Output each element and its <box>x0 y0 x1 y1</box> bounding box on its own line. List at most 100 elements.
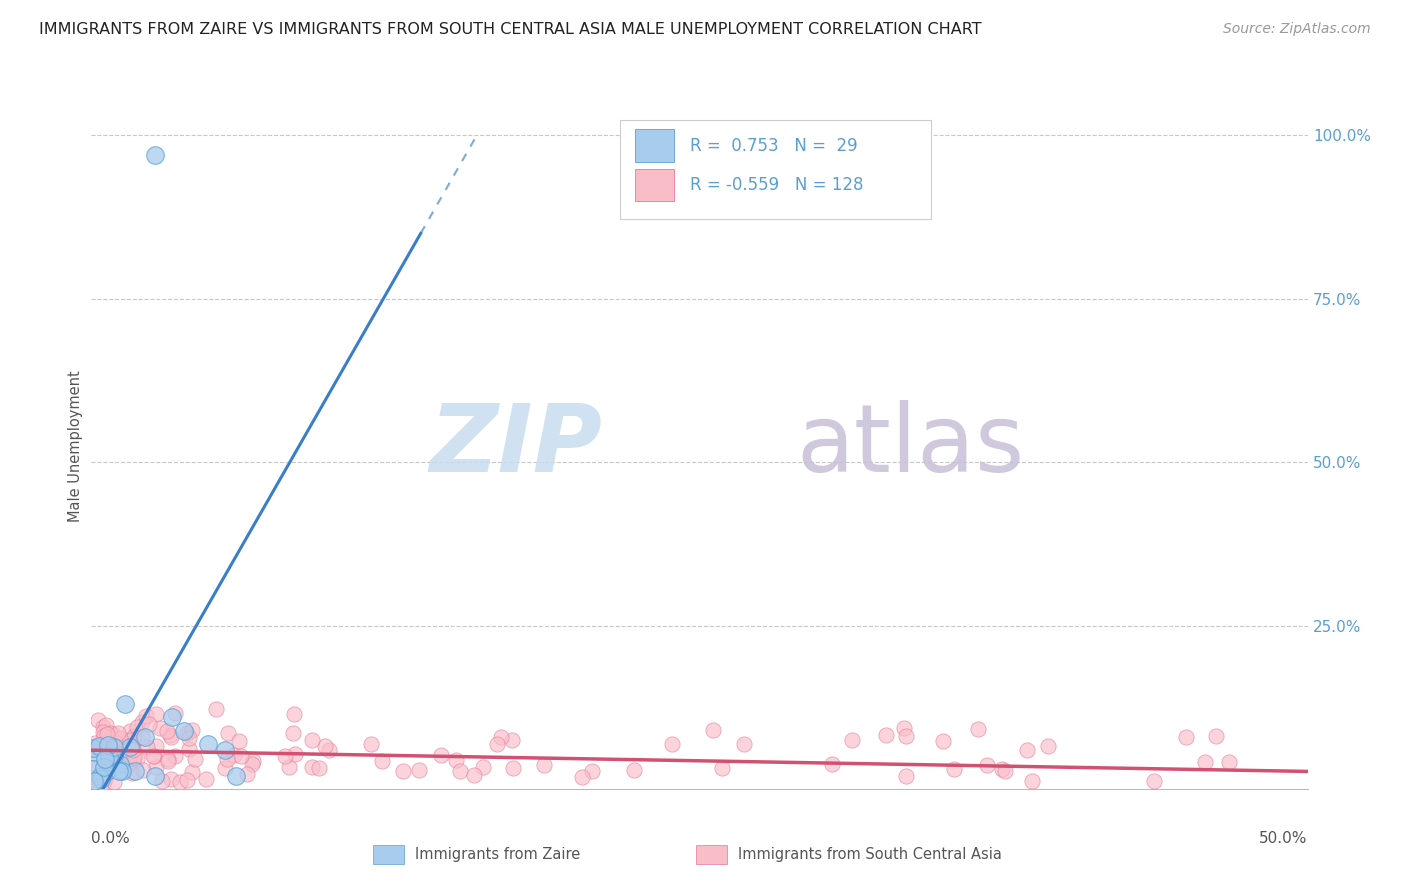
Point <box>122 750 145 764</box>
Point <box>165 748 187 763</box>
Point <box>711 761 734 775</box>
Point <box>134 730 156 744</box>
Text: 0.0%: 0.0% <box>91 830 131 846</box>
Point <box>115 759 138 773</box>
Point <box>875 728 897 742</box>
Point <box>160 710 183 724</box>
Point <box>145 760 167 774</box>
Point <box>103 775 125 789</box>
Point <box>131 715 153 730</box>
Point <box>138 717 160 731</box>
Point <box>94 752 117 766</box>
Point <box>86 760 108 774</box>
Point <box>120 740 142 755</box>
Point <box>236 767 259 781</box>
Point <box>93 729 115 743</box>
Point <box>360 737 382 751</box>
Point <box>176 725 198 739</box>
Point <box>449 764 471 779</box>
Point <box>463 768 485 782</box>
Point <box>135 740 157 755</box>
Point <box>91 720 114 734</box>
Point <box>91 776 114 790</box>
Text: Immigrants from Zaire: Immigrants from Zaire <box>415 847 581 862</box>
Point <box>127 720 149 734</box>
Point <box>108 731 131 746</box>
Point <box>181 723 204 738</box>
Point <box>90 769 112 783</box>
Point <box>173 723 195 738</box>
Point <box>430 748 453 763</box>
Point <box>314 739 336 754</box>
Point <box>990 762 1012 776</box>
Point <box>165 706 187 720</box>
Text: 50.0%: 50.0% <box>1260 830 1308 846</box>
Point <box>1205 729 1227 743</box>
Point <box>501 733 523 747</box>
Point <box>408 763 430 777</box>
Point <box>661 737 683 751</box>
Point <box>821 756 844 771</box>
Text: Immigrants from South Central Asia: Immigrants from South Central Asia <box>738 847 1002 862</box>
Point <box>623 763 645 777</box>
Point <box>93 734 115 748</box>
Point <box>370 754 392 768</box>
Point <box>107 764 129 779</box>
Point <box>101 727 124 741</box>
Point <box>155 723 177 738</box>
Point <box>150 774 173 789</box>
Text: R = -0.559   N = 128: R = -0.559 N = 128 <box>690 176 863 194</box>
Y-axis label: Male Unemployment: Male Unemployment <box>67 370 83 522</box>
Point <box>83 772 105 787</box>
Point <box>391 764 413 779</box>
Point <box>733 737 755 751</box>
Text: atlas: atlas <box>797 400 1025 492</box>
Point <box>143 148 166 162</box>
Point <box>125 751 148 765</box>
Point <box>533 757 555 772</box>
Point <box>83 774 105 789</box>
Point <box>82 741 104 756</box>
Point <box>225 768 247 782</box>
Point <box>114 698 136 712</box>
Point <box>485 737 508 751</box>
Point <box>214 743 236 757</box>
Point <box>894 769 917 783</box>
Point <box>218 726 240 740</box>
Point <box>145 706 167 721</box>
Point <box>118 723 141 738</box>
Point <box>110 748 132 763</box>
Point <box>176 773 198 788</box>
FancyBboxPatch shape <box>620 120 931 219</box>
Point <box>83 774 105 789</box>
Point <box>197 737 219 751</box>
Point <box>90 767 112 781</box>
Point <box>141 749 163 764</box>
Point <box>1143 773 1166 788</box>
Point <box>278 760 301 774</box>
Point <box>98 725 121 739</box>
Point <box>149 721 172 735</box>
Point <box>96 727 118 741</box>
Text: IMMIGRANTS FROM ZAIRE VS IMMIGRANTS FROM SOUTH CENTRAL ASIA MALE UNEMPLOYMENT CO: IMMIGRANTS FROM ZAIRE VS IMMIGRANTS FROM… <box>39 22 981 37</box>
Point <box>157 752 180 766</box>
Point <box>1175 730 1198 744</box>
Point <box>90 772 112 786</box>
Point <box>308 761 330 775</box>
Point <box>215 751 238 765</box>
Point <box>159 728 181 742</box>
Point <box>103 733 125 747</box>
Point <box>89 770 111 784</box>
Point <box>142 749 165 764</box>
Point <box>91 724 114 739</box>
Point <box>571 770 593 784</box>
Point <box>83 743 105 757</box>
Point <box>135 709 157 723</box>
Point <box>179 741 201 756</box>
Point <box>94 772 117 786</box>
Point <box>967 722 990 736</box>
Point <box>96 717 118 731</box>
Point <box>184 752 207 766</box>
Point <box>283 706 305 721</box>
Point <box>281 726 304 740</box>
